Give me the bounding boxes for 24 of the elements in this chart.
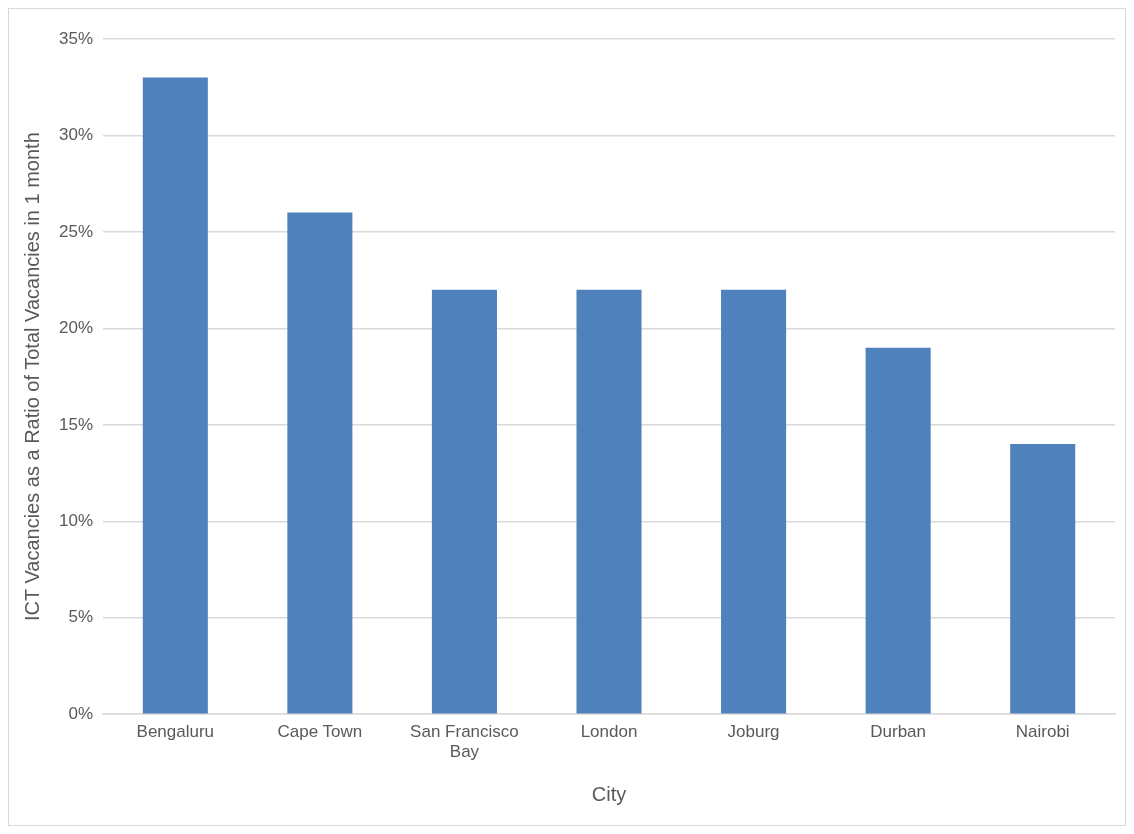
y-tick-label: 15% [58, 414, 94, 434]
bar [576, 289, 642, 714]
y-axis-title: ICT Vacancies as a Ratio of Total Vacancies in 1 month [20, 132, 43, 621]
x-axis-title: City [591, 782, 627, 805]
bar [287, 212, 353, 714]
bar [431, 289, 497, 714]
y-tick-label: 25% [58, 221, 94, 241]
y-tick-label: 5% [68, 607, 94, 627]
bar [142, 77, 208, 714]
bar [865, 347, 931, 714]
x-tick-label: Nairobi [1015, 722, 1070, 742]
x-tick-label: San Francisco Bay [410, 722, 519, 762]
y-tick-label: 0% [68, 703, 94, 723]
x-tick-label: London [580, 722, 638, 742]
x-tick-label: Cape Town [277, 722, 363, 742]
y-tick-label: 30% [58, 125, 94, 145]
y-tick-label: 10% [58, 510, 94, 530]
x-tick-label: Durban [870, 722, 927, 742]
bar [721, 289, 787, 714]
y-tick-label: 20% [58, 318, 94, 338]
bar [1010, 444, 1076, 714]
x-tick-label: Joburg [727, 722, 780, 742]
x-tick-label: Bengaluru [136, 722, 215, 742]
y-tick-label: 35% [58, 28, 94, 48]
